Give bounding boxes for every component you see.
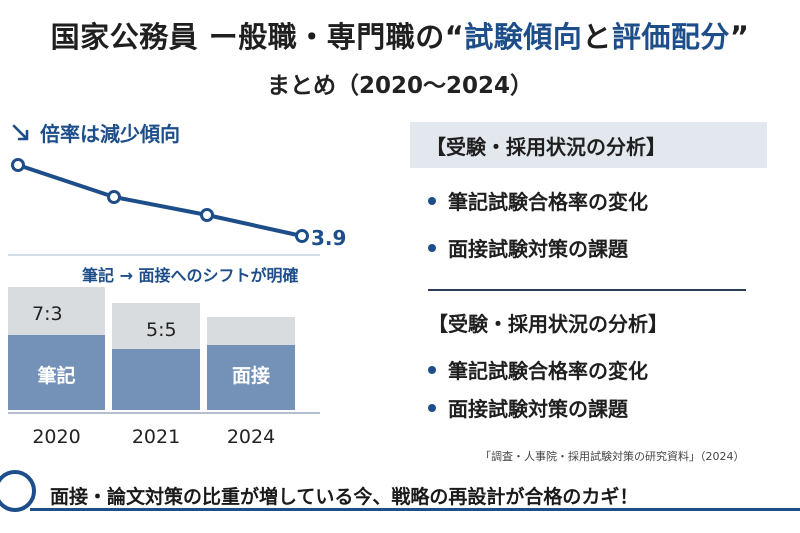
trend-heading-label: 倍率は減少傾向 xyxy=(40,122,180,146)
bar-segment-lower xyxy=(207,345,295,410)
shift-annotation: 筆記 → 面接へのシフトが明確 xyxy=(82,266,299,285)
ratio-point xyxy=(295,229,309,243)
bar-segment-upper xyxy=(8,287,105,335)
bullet-dot xyxy=(428,403,436,412)
page-title: 国家公務員 ー般職・専門職の“試験傾向と評価配分” xyxy=(0,14,800,56)
bullet-dot xyxy=(428,196,436,205)
x-tick-label: 2024 xyxy=(227,426,275,448)
ratio-point xyxy=(200,208,214,222)
analysis-bullet: 筆記試験合格率の変化 xyxy=(428,186,648,215)
trend-down-icon xyxy=(12,124,29,140)
title-text-end: ” xyxy=(729,20,750,54)
title-accent-allocation: 評価配分 xyxy=(611,20,730,54)
bullet-text: 筆記試験合格率の変化 xyxy=(448,359,648,383)
footer-banner: 面接・論文対策の比重が増している今、戦略の再設計が合格のカギ！ xyxy=(0,468,800,524)
x-tick-label: 2020 xyxy=(32,426,80,448)
bullet-text: 筆記試験合格率の変化 xyxy=(448,190,648,214)
axis-layer: 2020 2021 2024 xyxy=(8,254,320,448)
bar-segment-upper xyxy=(112,303,200,349)
bar-segment-label: 面接 xyxy=(232,365,270,387)
bullet-text: 面接試験対策の課題 xyxy=(448,237,628,261)
source-note: 「調査・人事院・採用試験対策の研究資料」（2024） xyxy=(480,450,745,463)
page-subtitle: まとめ（2020〜2024） xyxy=(266,73,534,99)
bar-ratio-label: 7:3 xyxy=(32,303,63,325)
bar-segment-upper xyxy=(207,317,295,345)
footer-underline xyxy=(30,508,800,511)
analysis-bullet: 面接試験対策の課題 xyxy=(428,393,628,422)
footer-message: 面接・論文対策の比重が増している今、戦略の再設計が合格のカギ！ xyxy=(50,486,639,508)
magnifier-icon xyxy=(0,470,36,512)
analysis-bullet: 筆記試験合格率の変化 xyxy=(428,355,648,384)
ratio-point xyxy=(107,190,121,204)
analysis-bullet: 面接試験対策の課題 xyxy=(428,233,628,262)
section-divider xyxy=(428,289,746,291)
bar-segment-label: 筆記 xyxy=(37,364,75,387)
analysis-heading-secondary: 【受験・採用状況の分析】 xyxy=(428,312,668,336)
bullet-dot xyxy=(428,243,436,252)
analysis-heading: 【受験・採用状況の分析】 xyxy=(410,122,767,168)
trend-heading: 倍率は減少傾向 xyxy=(10,118,180,147)
title-text-join: と xyxy=(582,20,612,54)
title-text: 国家公務員 ー般職・専門職の“ xyxy=(50,20,465,54)
ratio-point xyxy=(11,158,25,172)
bar-ratio-label: 5:5 xyxy=(146,319,177,341)
ratio-value-label: 3.9 xyxy=(311,226,346,250)
trend-and-ratio-chart: 3.9 7:3 筆記 5:5 面接 2020 2021 2024 xyxy=(8,158,346,448)
ratio-line xyxy=(17,163,303,238)
ratio-line-layer: 3.9 xyxy=(11,158,346,250)
title-accent-trend: 試験傾向 xyxy=(464,20,583,54)
bullet-text: 面接試験対策の課題 xyxy=(448,397,628,421)
bar-segment-lower xyxy=(8,335,105,410)
bullet-dot xyxy=(428,365,436,374)
x-tick-label: 2021 xyxy=(132,426,180,448)
bar-layer: 7:3 筆記 5:5 面接 xyxy=(8,287,295,410)
bar-segment-lower xyxy=(112,349,200,410)
